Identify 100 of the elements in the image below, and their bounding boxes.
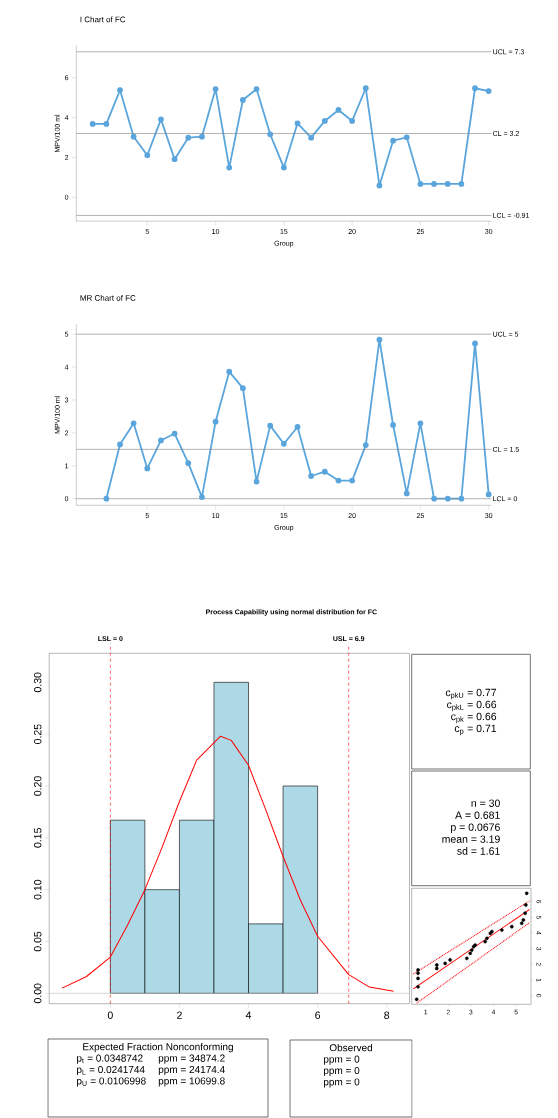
point (199, 133, 205, 140)
point (448, 958, 452, 962)
point (144, 152, 151, 159)
point (524, 891, 529, 896)
point (431, 495, 437, 502)
point (239, 97, 246, 103)
point (171, 430, 178, 437)
y-tick-label: 0.30 (33, 672, 42, 693)
point (267, 131, 274, 138)
text: c$_{pk}$ = 0.66 (451, 712, 497, 724)
y-tick-label: 0.05 (33, 931, 42, 952)
point (294, 424, 301, 430)
point (510, 924, 514, 929)
point (253, 478, 260, 485)
text: A = 0.681 (455, 811, 500, 819)
point (171, 156, 178, 163)
point (321, 118, 328, 124)
point (431, 181, 437, 187)
text: ppm = 10699.8 (158, 1077, 225, 1087)
text: ppm = 0 (323, 1066, 360, 1077)
x-tick-label: 8 (384, 1011, 390, 1019)
point (414, 997, 419, 1002)
point (416, 984, 420, 989)
point (280, 164, 287, 171)
y-tick-label: 0.00 (33, 983, 42, 1004)
point (280, 440, 287, 447)
point (89, 121, 96, 127)
y-tick-label: 0.20 (33, 776, 42, 796)
point (523, 911, 527, 916)
point (485, 88, 492, 94)
point (376, 182, 383, 189)
y-tick-label: 0.15 (33, 828, 42, 848)
point (294, 120, 301, 127)
x-tick-label: 2 (177, 1011, 182, 1019)
point (524, 903, 528, 907)
text: p$_{U}$ = 0.0106998 (77, 1077, 146, 1087)
point (458, 181, 465, 187)
point (349, 477, 356, 484)
text: c$_{pkL}$ = 0.66 (447, 700, 497, 712)
point (470, 948, 474, 952)
point (390, 137, 396, 144)
text: ppm = 0 (323, 1078, 360, 1088)
point (468, 951, 473, 956)
point (483, 939, 487, 944)
text: mean = 3.19 (442, 835, 500, 843)
x-tick-label: 6 (315, 1011, 321, 1019)
point (417, 420, 424, 427)
point (434, 963, 439, 967)
chart-title: MR Chart of FC (80, 294, 136, 301)
point (416, 968, 420, 972)
text: p$_{t}$ = 0.0348742 (77, 1054, 143, 1064)
text: ppm = 34874.2 (158, 1054, 225, 1064)
point (212, 418, 219, 425)
point (253, 86, 260, 92)
text: Observed (329, 1043, 373, 1052)
point (521, 918, 526, 922)
point (417, 181, 424, 187)
text: c$_{pkU}$ = 0.77 (445, 688, 497, 700)
point (458, 495, 465, 502)
point (226, 164, 233, 171)
point (403, 134, 410, 141)
text: n = 30 (471, 799, 500, 807)
point (158, 437, 164, 444)
point (199, 494, 205, 500)
x-tick-label: 4 (245, 1011, 252, 1019)
point (472, 85, 478, 92)
text: sd = 1.61 (457, 847, 500, 855)
point (434, 966, 439, 971)
y-tick-label: 0.10 (33, 879, 42, 900)
point (335, 107, 342, 113)
point (390, 422, 396, 428)
point (212, 86, 219, 92)
point (308, 473, 315, 479)
x-tick-label: 0 (107, 1011, 113, 1019)
point (416, 976, 420, 981)
point (500, 928, 504, 932)
point (416, 971, 420, 976)
point (103, 495, 110, 502)
point (185, 134, 192, 141)
point (267, 422, 274, 429)
point (443, 961, 447, 966)
point (485, 936, 489, 941)
y-tick-label: 0.25 (33, 724, 42, 744)
point (144, 465, 151, 472)
point (239, 385, 246, 392)
text: Expected Fraction Nonconforming (83, 1042, 233, 1053)
point (335, 477, 342, 484)
point (444, 181, 451, 187)
point (376, 336, 383, 343)
point (185, 460, 192, 467)
point (103, 121, 110, 127)
point (465, 956, 469, 961)
point (117, 441, 123, 448)
text: p$_{L}$ = 0.0241744 (77, 1065, 145, 1076)
point (117, 87, 123, 93)
point (226, 368, 233, 375)
point (349, 118, 356, 124)
text: ppm = 24174.4 (158, 1065, 225, 1076)
text: c$_{p}$ = 0.71 (454, 724, 497, 736)
point (444, 495, 451, 502)
